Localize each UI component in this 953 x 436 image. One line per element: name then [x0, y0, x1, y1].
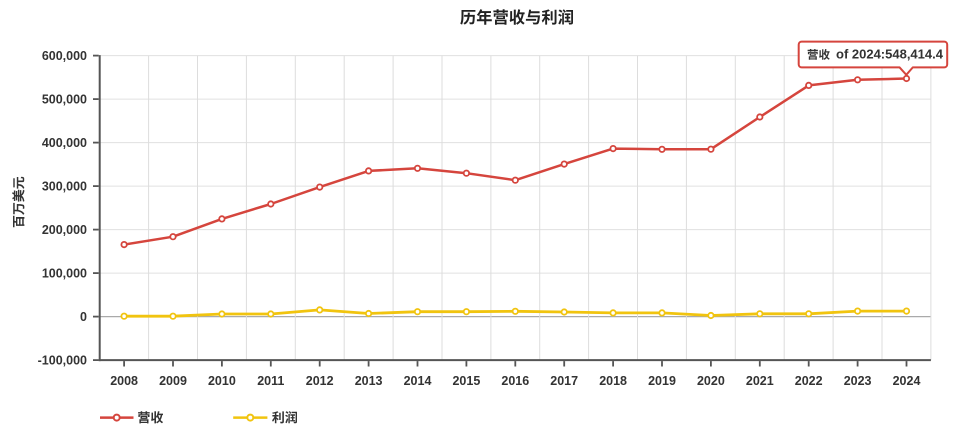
svg-text:500,000: 500,000	[42, 93, 87, 107]
svg-text:2009: 2009	[159, 374, 187, 388]
svg-text:2011: 2011	[257, 374, 284, 388]
svg-text:-100,000: -100,000	[38, 354, 87, 368]
svg-text:2013: 2013	[355, 374, 383, 388]
svg-text:2010: 2010	[208, 374, 236, 388]
svg-text:2008: 2008	[110, 374, 138, 388]
svg-text:300,000: 300,000	[42, 180, 87, 194]
svg-text:100,000: 100,000	[42, 267, 87, 281]
svg-text:200,000: 200,000	[42, 223, 87, 237]
svg-text:2021: 2021	[746, 374, 774, 388]
svg-text:2018: 2018	[599, 374, 627, 388]
svg-text:2014: 2014	[404, 374, 432, 388]
svg-text:2022: 2022	[795, 374, 823, 388]
svg-text:2019: 2019	[648, 374, 676, 388]
svg-text:2023: 2023	[844, 374, 872, 388]
svg-text:2016: 2016	[501, 374, 529, 388]
svg-text:2012: 2012	[306, 374, 334, 388]
svg-text:0: 0	[80, 310, 87, 324]
svg-text:400,000: 400,000	[42, 136, 87, 150]
svg-text:2017: 2017	[550, 374, 578, 388]
svg-text:of 2024:548,414.4: of 2024:548,414.4	[836, 47, 944, 62]
svg-text:2024: 2024	[893, 374, 921, 388]
svg-text:2015: 2015	[452, 374, 480, 388]
svg-text:600,000: 600,000	[42, 49, 87, 63]
svg-text:2020: 2020	[697, 374, 725, 388]
